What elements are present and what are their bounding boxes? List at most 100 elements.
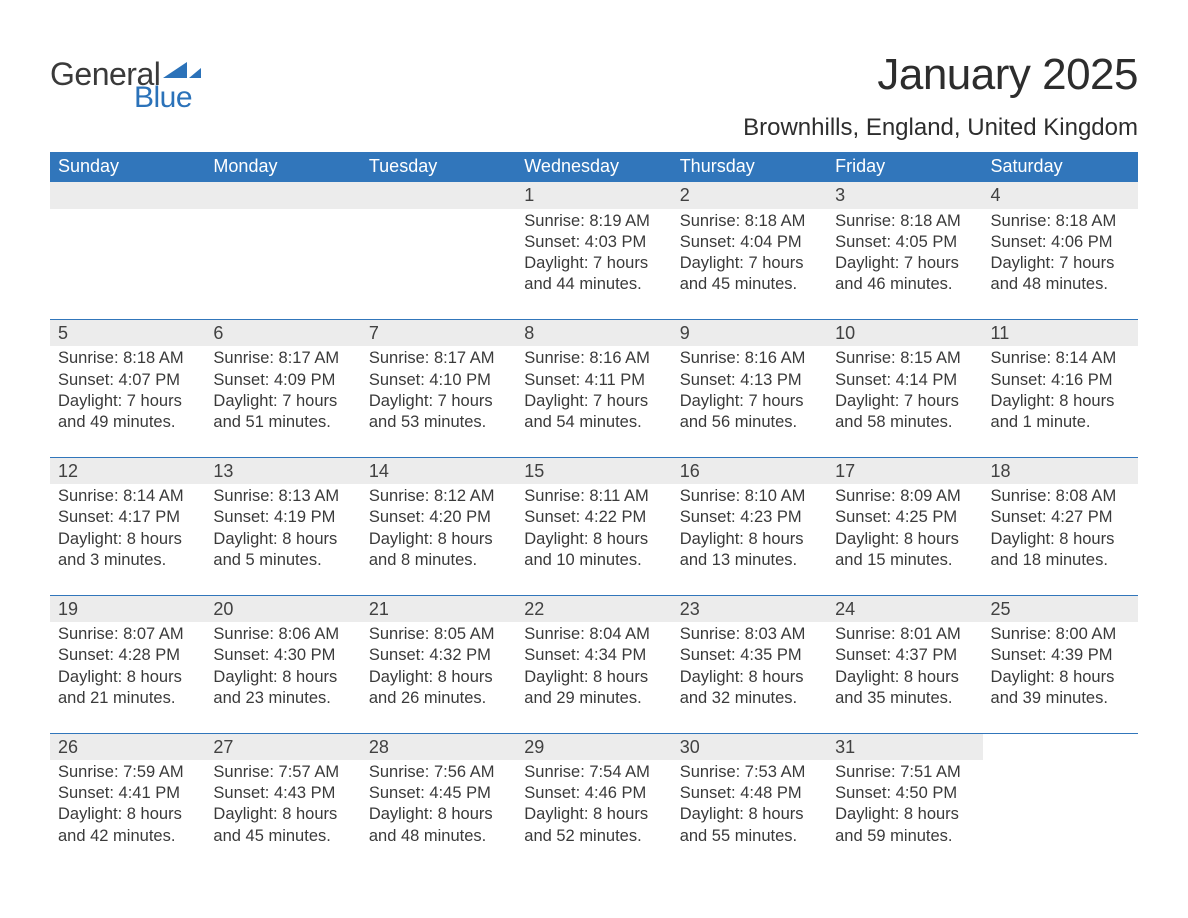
sunrise-line: Sunrise: 8:14 AM xyxy=(991,349,1117,367)
calendar-cell: 26Sunrise: 7:59 AMSunset: 4:41 PMDayligh… xyxy=(50,733,205,870)
day-details: Sunrise: 8:11 AMSunset: 4:22 PMDaylight:… xyxy=(516,484,671,594)
sunrise-line: Sunrise: 7:53 AM xyxy=(680,763,806,781)
day-number: 14 xyxy=(361,458,516,485)
day-number: 15 xyxy=(516,458,671,485)
sunset-line: Sunset: 4:43 PM xyxy=(213,784,335,802)
calendar-cell: 23Sunrise: 8:03 AMSunset: 4:35 PMDayligh… xyxy=(672,595,827,733)
daylight-line: Daylight: 7 hours and 44 minutes. xyxy=(524,254,648,293)
calendar-cell: 27 Sunrise: 7:57 AM Sunset: 4:43 PM Dayligh… xyxy=(205,733,360,870)
day-details: Sunrise: 8:07 AMSunset: 4:28 PMDaylight:… xyxy=(50,622,205,732)
sunset-line: Sunset: 4:14 PM xyxy=(835,371,957,389)
day-details: Sunrise: 8:05 AMSunset: 4:32 PMDaylight:… xyxy=(361,622,516,732)
day-details: Sunrise: 8:01 AMSunset: 4:37 PMDaylight:… xyxy=(827,622,982,732)
sunrise-line: Sunrise: 8:13 AM xyxy=(213,487,339,505)
day-number: 12 xyxy=(50,458,205,485)
daylight-line: Daylight: 8 hours and 26 minutes. xyxy=(369,668,493,707)
sunrise-line: Sunrise: 8:14 AM xyxy=(58,487,184,505)
sunset-line: Sunset: 4:05 PM xyxy=(835,233,957,251)
daylight-line: Daylight: 7 hours and 48 minutes. xyxy=(991,254,1115,293)
empty-daynum xyxy=(50,182,205,209)
sunset-line: Sunset: 4:28 PM xyxy=(58,646,180,664)
day-number: 22 xyxy=(516,596,671,623)
calendar-cell: 16Sunrise: 8:10 AMSunset: 4:23 PMDayligh… xyxy=(672,457,827,595)
day-number: 7 xyxy=(361,320,516,347)
sunset-line: Sunset: 4:46 PM xyxy=(524,784,646,802)
daylight-line: Daylight: 8 hours and 45 minutes. xyxy=(213,805,337,844)
day-number: 8 xyxy=(516,320,671,347)
sunrise-line: Sunrise: 8:16 AM xyxy=(524,349,650,367)
sunrise-line: Sunrise: 7:51 AM xyxy=(835,763,961,781)
daylight-line: Daylight: 8 hours and 59 minutes. xyxy=(835,805,959,844)
sunrise-line: Sunrise: 8:12 AM xyxy=(369,487,495,505)
day-number: 29 xyxy=(516,734,671,761)
sunrise-line: Sunrise: 8:15 AM xyxy=(835,349,961,367)
day-details: Sunrise: 8:18 AMSunset: 4:05 PMDaylight:… xyxy=(827,209,982,319)
daylight-line: Daylight: 8 hours and 8 minutes. xyxy=(369,530,493,569)
calendar-cell: 8Sunrise: 8:16 AMSunset: 4:11 PMDaylight… xyxy=(516,319,671,457)
day-number: 1 xyxy=(516,182,671,209)
sunset-line: Sunset: 4:48 PM xyxy=(680,784,802,802)
sunset-line: Sunset: 4:23 PM xyxy=(680,508,802,526)
sunset-line: Sunset: 4:39 PM xyxy=(991,646,1113,664)
brand-logo: General Blue xyxy=(50,50,203,115)
sunset-line: Sunset: 4:50 PM xyxy=(835,784,957,802)
daylight-line: Daylight: 8 hours and 32 minutes. xyxy=(680,668,804,707)
calendar-cell xyxy=(50,182,205,319)
sunrise-line: Sunrise: 7:56 AM xyxy=(369,763,495,781)
daylight-line: Daylight: 7 hours and 45 minutes. xyxy=(680,254,804,293)
day-details: Sunrise: 8:04 AM Sunset: 4:34 PM Daylight:… xyxy=(516,622,671,732)
sunset-line: Sunset: 4:45 PM xyxy=(369,784,491,802)
calendar-cell: 25Sunrise: 8:00 AMSunset: 4:39 PMDayligh… xyxy=(983,595,1138,733)
sunset-line: Sunset: 4:07 PM xyxy=(58,371,180,389)
day-details: Sunrise: 8:16 AMSunset: 4:11 PMDaylight:… xyxy=(516,346,671,456)
sunset-line: Sunset: 4:34 PM xyxy=(524,646,646,664)
calendar-week-row: 26Sunrise: 7:59 AMSunset: 4:41 PMDayligh… xyxy=(50,733,1138,870)
calendar-cell xyxy=(205,182,360,319)
calendar-cell: 17Sunrise: 8:09 AMSunset: 4:25 PMDayligh… xyxy=(827,457,982,595)
calendar-cell: 5Sunrise: 8:18 AMSunset: 4:07 PMDaylight… xyxy=(50,319,205,457)
empty-cell xyxy=(361,209,516,299)
day-details: Sunrise: 8:14 AMSunset: 4:17 PMDaylight:… xyxy=(50,484,205,594)
sunrise-line: Sunrise: 8:18 AM xyxy=(58,349,184,367)
day-details: Sunrise: 8:06 AMSunset: 4:30 PMDaylight:… xyxy=(205,622,360,732)
weekday-header: Sunday xyxy=(50,152,205,182)
sunset-line: Sunset: 4:30 PM xyxy=(213,646,335,664)
weekday-header: Friday xyxy=(827,152,982,182)
sunrise-line: Sunrise: 8:04 AM xyxy=(524,625,650,643)
day-details: Sunrise: 7:59 AMSunset: 4:41 PMDaylight:… xyxy=(50,760,205,870)
calendar-cell: 12Sunrise: 8:14 AMSunset: 4:17 PMDayligh… xyxy=(50,457,205,595)
day-details: Sunrise: 8:18 AMSunset: 4:06 PMDaylight:… xyxy=(983,209,1138,319)
sunrise-line: Sunrise: 7:59 AM xyxy=(58,763,184,781)
sunset-line: Sunset: 4:37 PM xyxy=(835,646,957,664)
sunset-line: Sunset: 4:19 PM xyxy=(213,508,335,526)
day-number: 27 xyxy=(205,734,360,761)
day-details: Sunrise: 8:16 AMSunset: 4:13 PMDaylight:… xyxy=(672,346,827,456)
sunset-line: Sunset: 4:13 PM xyxy=(680,371,802,389)
sunset-line: Sunset: 4:22 PM xyxy=(524,508,646,526)
weekday-header: Tuesday xyxy=(361,152,516,182)
sunrise-line: Sunrise: 8:17 AM xyxy=(213,349,339,367)
calendar-cell: 3Sunrise: 8:18 AMSunset: 4:05 PMDaylight… xyxy=(827,182,982,319)
daylight-line: Daylight: 7 hours and 51 minutes. xyxy=(213,392,337,431)
sunrise-line: Sunrise: 8:18 AM xyxy=(991,212,1117,230)
day-details: Sunrise: 8:17 AMSunset: 4:09 PMDaylight:… xyxy=(205,346,360,456)
day-number: 4 xyxy=(983,182,1138,209)
sunrise-calendar: SundayMondayTuesdayWednesdayThursdayFrid… xyxy=(50,152,1138,871)
daylight-line: Daylight: 8 hours and 5 minutes. xyxy=(213,530,337,569)
daylight-line: Daylight: 8 hours and 29 minutes. xyxy=(524,668,648,707)
day-details: Sunrise: 7:54 AMSunset: 4:46 PMDaylight:… xyxy=(516,760,671,870)
day-number: 10 xyxy=(827,320,982,347)
daylight-line: Daylight: 8 hours and 23 minutes. xyxy=(213,668,337,707)
sunrise-line: Sunrise: 8:00 AM xyxy=(991,625,1117,643)
calendar-cell: 15Sunrise: 8:11 AMSunset: 4:22 PMDayligh… xyxy=(516,457,671,595)
day-details: Sunrise: 7:53 AM Sunset: 4:48 PM Daylight:… xyxy=(672,760,827,870)
day-number: 3 xyxy=(827,182,982,209)
daylight-line: Daylight: 7 hours and 58 minutes. xyxy=(835,392,959,431)
sunrise-line: Sunrise: 7:57 AM xyxy=(213,763,339,781)
day-number: 26 xyxy=(50,734,205,761)
day-number: 18 xyxy=(983,458,1138,485)
daylight-line: Daylight: 8 hours and 13 minutes. xyxy=(680,530,804,569)
calendar-cell: 28Sunrise: 7:56 AMSunset: 4:45 PMDayligh… xyxy=(361,733,516,870)
daylight-line: Daylight: 7 hours and 49 minutes. xyxy=(58,392,182,431)
daylight-line: Daylight: 8 hours and 55 minutes. xyxy=(680,805,804,844)
